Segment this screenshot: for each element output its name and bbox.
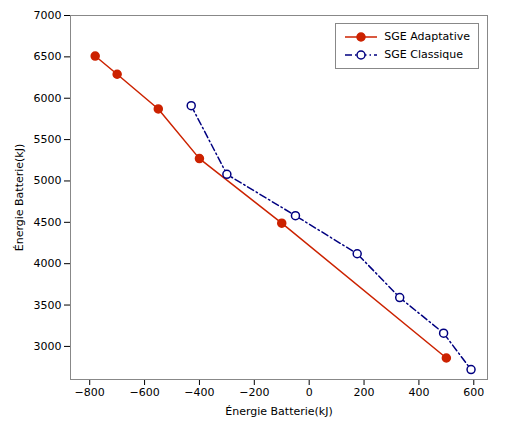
svg-text:3500: 3500 — [34, 299, 62, 312]
svg-text:200: 200 — [354, 386, 375, 399]
svg-text:Énergie Batterie(kJ): Énergie Batterie(kJ) — [13, 144, 26, 252]
svg-text:4000: 4000 — [34, 257, 62, 270]
svg-text:7000: 7000 — [34, 9, 62, 22]
svg-text:5000: 5000 — [34, 174, 62, 187]
svg-text:600: 600 — [463, 386, 484, 399]
svg-text:4500: 4500 — [34, 216, 62, 229]
svg-text:6000: 6000 — [34, 92, 62, 105]
svg-text:0: 0 — [306, 386, 313, 399]
html-text:SGE Classique: SGE Classique — [384, 48, 463, 61]
svg-text:5500: 5500 — [34, 133, 62, 146]
svg-text:−200: −200 — [239, 386, 269, 399]
svg-text:400: 400 — [408, 386, 429, 399]
svg-text:Énergie Batterie(kJ): Énergie Batterie(kJ) — [225, 405, 333, 418]
html-text:SGE Adaptative: SGE Adaptative — [384, 30, 470, 43]
svg-text:−400: −400 — [184, 386, 214, 399]
svg-text:3000: 3000 — [34, 340, 62, 353]
svg-text:−600: −600 — [129, 386, 159, 399]
svg-text:6500: 6500 — [34, 50, 62, 63]
svg-text:−800: −800 — [75, 386, 105, 399]
